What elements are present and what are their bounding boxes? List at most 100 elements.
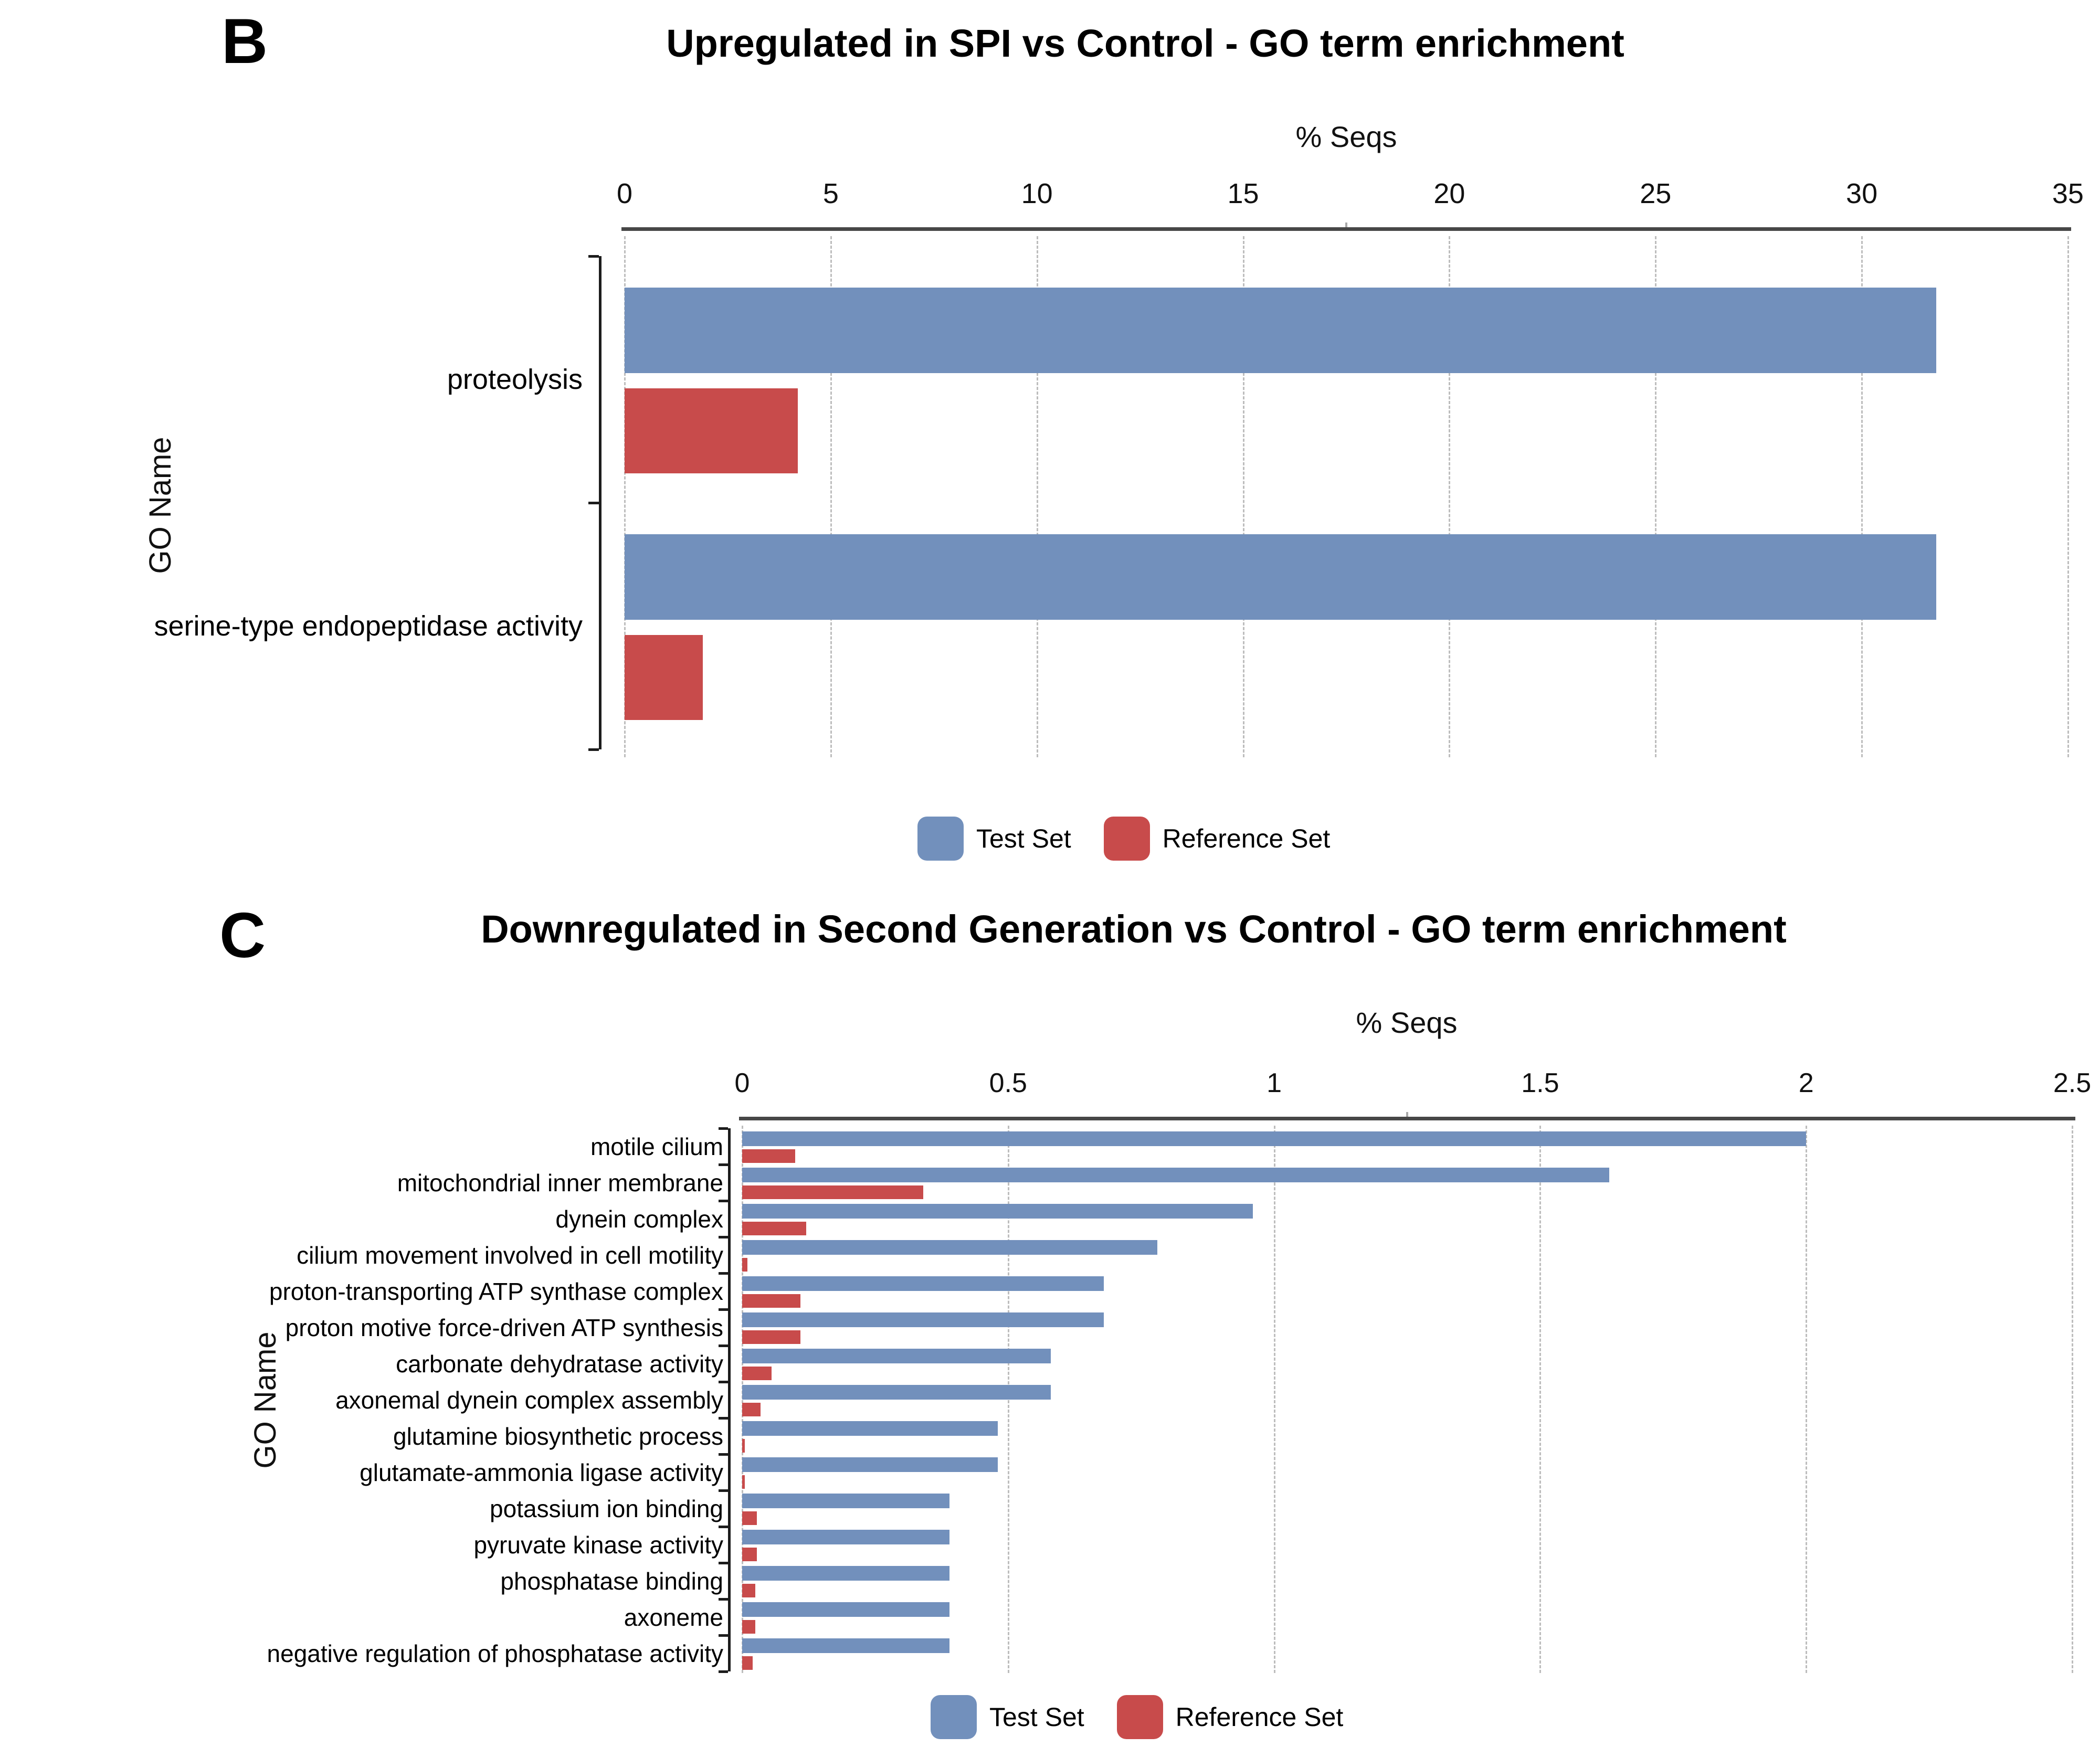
y-axis-tick xyxy=(719,1634,728,1637)
panel-letter-c: C xyxy=(219,899,266,971)
reference-set-bar xyxy=(742,1149,796,1163)
x-axis-label-b: % Seqs xyxy=(1295,120,1397,153)
test-set-swatch xyxy=(931,1695,977,1739)
y-axis-line xyxy=(728,1128,731,1671)
reference-set-bar xyxy=(742,1656,753,1670)
test-set-bar xyxy=(742,1385,1051,1400)
reference-set-bar xyxy=(742,1258,748,1272)
category-label: phosphatase binding xyxy=(500,1567,723,1595)
test-set-bar xyxy=(742,1168,1610,1182)
category-label: pyruvate kinase activity xyxy=(473,1531,723,1559)
test-set-bar xyxy=(742,1204,1253,1219)
y-axis-tick xyxy=(588,502,599,504)
test-set-bar xyxy=(742,1530,950,1544)
y-axis-tick xyxy=(719,1163,728,1166)
reference-set-swatch xyxy=(1116,1695,1163,1739)
category-label: carbonate dehydratase activity xyxy=(396,1350,723,1378)
test-set-bar xyxy=(742,1240,1157,1255)
reference-set-bar xyxy=(742,1439,745,1453)
legend-c: Test Set Reference Set xyxy=(931,1695,1343,1739)
gridline xyxy=(1861,236,1863,757)
y-axis-tick xyxy=(719,1562,728,1564)
reference-set-bar xyxy=(742,1222,806,1235)
test-set-bar xyxy=(742,1602,950,1617)
gridline xyxy=(830,236,832,757)
y-axis-tick xyxy=(588,748,599,751)
category-label: proton-transporting ATP synthase complex xyxy=(269,1277,723,1305)
y-axis-tick xyxy=(719,1489,728,1492)
reference-set-bar xyxy=(742,1511,757,1525)
category-label: dynein complex xyxy=(555,1205,723,1233)
category-label: glutamine biosynthetic process xyxy=(393,1422,723,1450)
test-set-bar xyxy=(742,1421,998,1436)
category-label: serine-type endopeptidase activity xyxy=(154,610,583,642)
reference-set-bar xyxy=(742,1367,772,1380)
reference-set-bar xyxy=(742,1403,761,1416)
x-tick-label: 1.5 xyxy=(1521,1068,1559,1098)
panel-letter-b: B xyxy=(221,5,268,77)
x-axis-mid-tick xyxy=(1406,1112,1408,1117)
category-label: proton motive force-driven ATP synthesis xyxy=(285,1314,723,1341)
gridline xyxy=(1242,236,1244,757)
category-label: axoneme xyxy=(624,1603,723,1631)
y-axis-tick xyxy=(719,1381,728,1383)
gridline xyxy=(1036,236,1038,757)
gridline xyxy=(1806,1126,1808,1673)
legend-b: Test Set Reference Set xyxy=(917,817,1330,861)
test-set-bar xyxy=(742,1276,1104,1291)
y-axis-line xyxy=(599,256,601,749)
x-tick-label: 5 xyxy=(822,178,839,209)
y-axis-tick xyxy=(719,1308,728,1311)
x-tick-label: 1 xyxy=(1267,1068,1282,1098)
reference-set-bar xyxy=(742,1620,756,1634)
y-axis-tick xyxy=(588,255,599,258)
reference-set-bar xyxy=(742,1294,801,1308)
y-axis-tick xyxy=(719,1417,728,1420)
category-label: cilium movement involved in cell motilit… xyxy=(297,1241,723,1269)
test-set-bar xyxy=(625,534,1936,620)
x-tick-label: 2.5 xyxy=(2053,1068,2092,1098)
test-set-bar xyxy=(742,1494,950,1508)
reference-set-bar xyxy=(742,1330,801,1344)
category-label: potassium ion binding xyxy=(490,1495,723,1522)
x-tick-label: 10 xyxy=(1021,178,1053,209)
x-tick-label: 15 xyxy=(1227,178,1259,209)
reference-set-bar xyxy=(742,1548,757,1561)
y-axis-tick xyxy=(719,1344,728,1347)
test-set-swatch xyxy=(917,817,964,861)
category-label: glutamate-ammonia ligase activity xyxy=(360,1458,723,1486)
category-label: motile cilium xyxy=(590,1132,723,1160)
reference-set-bar xyxy=(625,635,703,720)
reference-set-bar xyxy=(742,1185,923,1199)
test-set-bar xyxy=(742,1638,950,1653)
reference-set-bar xyxy=(625,388,798,473)
reference-set-legend-label: Reference Set xyxy=(1175,1702,1344,1732)
category-label: mitochondrial inner membrane xyxy=(397,1169,723,1197)
gridline xyxy=(1449,236,1451,757)
test-set-legend-label: Test Set xyxy=(989,1702,1084,1732)
x-tick-label: 35 xyxy=(2052,178,2084,209)
x-tick-label: 0 xyxy=(734,1068,750,1098)
gridline xyxy=(1655,236,1657,757)
y-axis-tick xyxy=(719,1272,728,1275)
test-set-legend-label: Test Set xyxy=(976,824,1071,853)
test-set-bar xyxy=(625,288,1936,373)
x-tick-label: 0.5 xyxy=(989,1068,1027,1098)
x-tick-label: 2 xyxy=(1798,1068,1814,1098)
y-axis-tick xyxy=(719,1526,728,1528)
x-axis-label-c: % Seqs xyxy=(1356,1006,1458,1039)
y-axis-tick xyxy=(719,1200,728,1202)
y-axis-tick xyxy=(719,1598,728,1601)
test-set-bar xyxy=(742,1349,1051,1363)
gridline xyxy=(2067,236,2069,757)
gridline xyxy=(2072,1126,2073,1673)
gridline xyxy=(1539,1126,1542,1673)
x-axis-line xyxy=(621,227,2071,231)
test-set-bar xyxy=(742,1131,1807,1146)
y-axis-tick xyxy=(719,1453,728,1456)
reference-set-bar xyxy=(742,1475,745,1489)
reference-set-legend-label: Reference Set xyxy=(1162,824,1331,853)
